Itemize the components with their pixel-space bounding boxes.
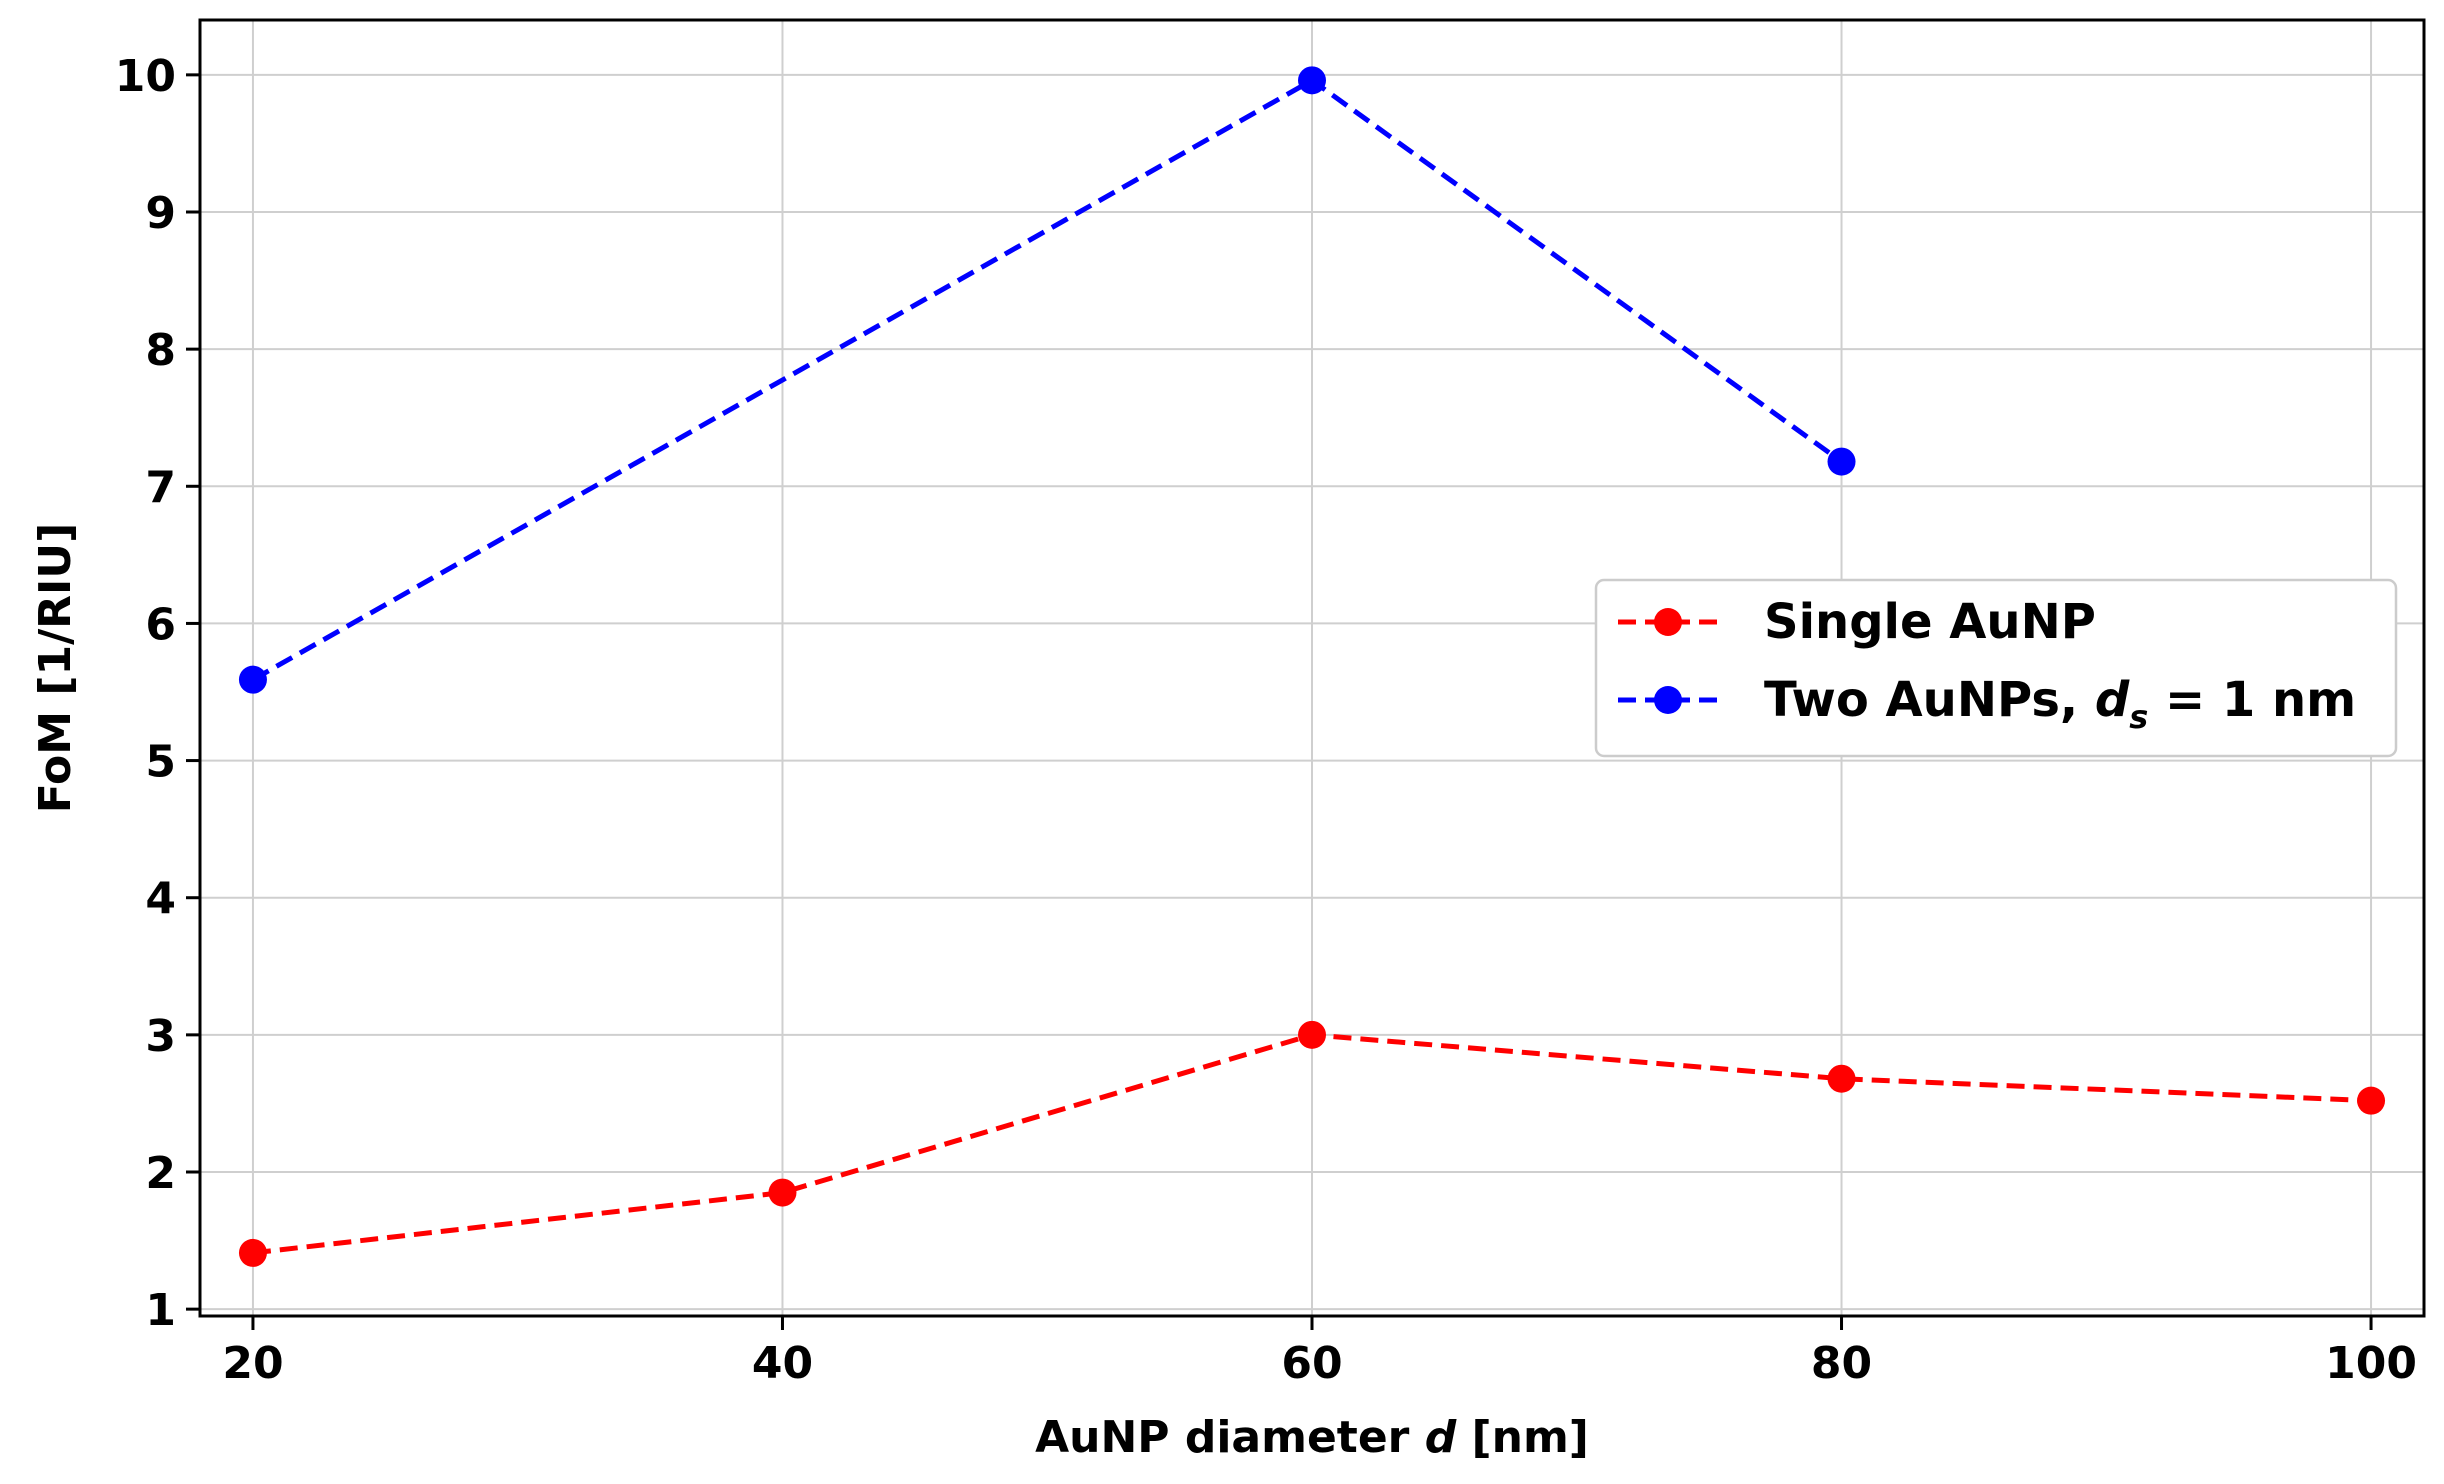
series-point-0 — [768, 1178, 797, 1207]
x-axis-label-prefix: AuNP diameter — [1035, 1412, 1425, 1463]
legend-label-two-sub: s — [2129, 698, 2148, 736]
series-point-0 — [1827, 1064, 1856, 1093]
x-tick-label: 40 — [752, 1338, 813, 1389]
series-point-0 — [238, 1238, 267, 1267]
legend-marker-single — [1654, 608, 1682, 636]
y-tick-label: 5 — [145, 737, 176, 788]
x-tick-label: 80 — [1811, 1338, 1872, 1389]
legend-label-two: Two AuNPs, ds = 1 nm — [1764, 672, 2356, 736]
x-tick-label: 20 — [222, 1338, 283, 1389]
series-point-0 — [1298, 1020, 1326, 1049]
legend-entry-single: Single AuNP — [1618, 594, 2096, 650]
legend-marker-two — [1654, 686, 1682, 714]
y-tick-label: 1 — [145, 1285, 176, 1336]
y-tick-label: 8 — [145, 325, 176, 376]
legend-label-two-suffix: = 1 nm — [2148, 672, 2356, 728]
x-tick-label: 100 — [2325, 1338, 2417, 1389]
series-point-1 — [1827, 447, 1856, 476]
legend-label-single: Single AuNP — [1764, 594, 2096, 650]
series-point-1 — [1298, 66, 1326, 95]
x-axis-label-suffix: [nm] — [1456, 1412, 1589, 1463]
y-axis-label: FoM [1/RIU] — [30, 523, 81, 814]
y-tick-label: 10 — [115, 51, 176, 102]
legend-label-two-var: d — [2095, 672, 2130, 728]
legend: Single AuNP Two AuNPs, ds = 1 nm — [1594, 578, 2398, 758]
ticks: 20 40 60 80 100 1 2 3 4 5 6 7 8 9 10 — [115, 51, 2417, 1389]
y-tick-label: 4 — [145, 874, 176, 925]
legend-label-two-prefix: Two AuNPs, — [1764, 672, 2095, 728]
x-axis-label: AuNP diameter d [nm] — [1035, 1412, 1589, 1463]
series-point-0 — [2357, 1086, 2386, 1115]
y-tick-label: 6 — [145, 599, 176, 650]
x-tick-label: 60 — [1281, 1338, 1342, 1389]
legend-entry-two: Two AuNPs, ds = 1 nm — [1618, 672, 2356, 736]
series-layer — [238, 66, 2386, 1267]
y-tick-label: 7 — [145, 462, 176, 513]
legend-box — [1594, 578, 2398, 758]
y-tick-label: 3 — [145, 1011, 176, 1062]
grid — [200, 20, 2424, 1316]
x-axis-label-var: d — [1425, 1412, 1457, 1463]
y-tick-label: 2 — [145, 1148, 176, 1199]
series-point-1 — [238, 665, 267, 694]
y-tick-label: 9 — [145, 188, 176, 239]
